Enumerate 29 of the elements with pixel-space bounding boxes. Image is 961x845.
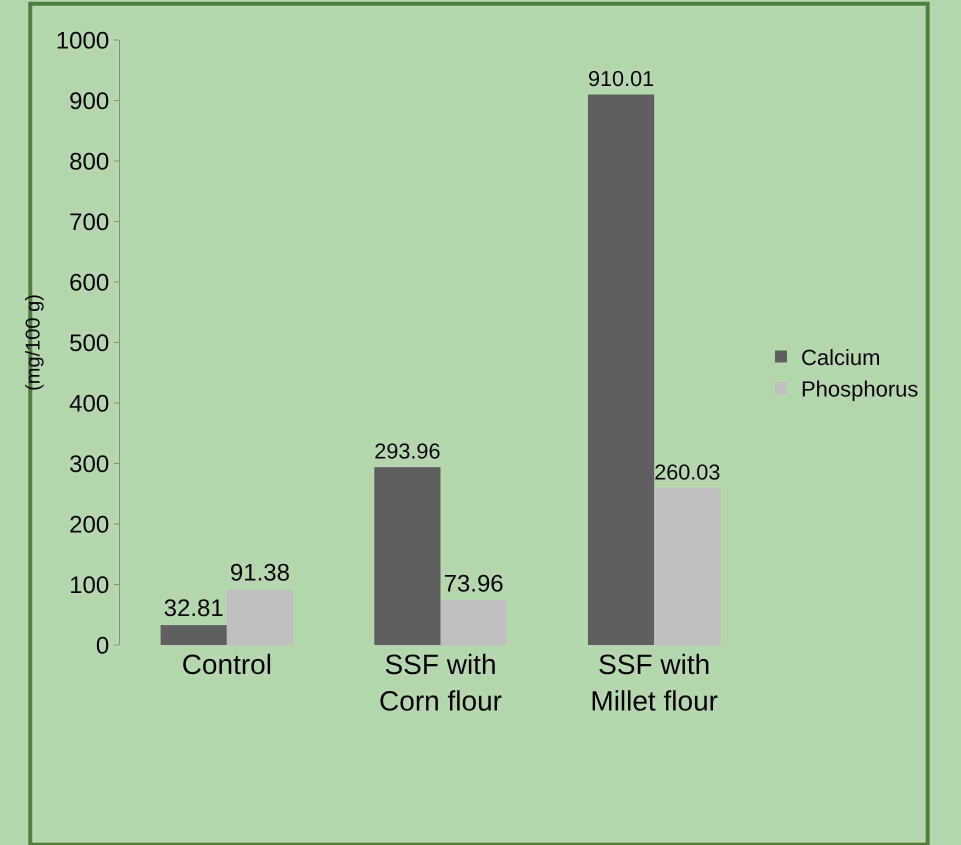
data-label: 32.81 — [164, 595, 224, 622]
bar — [160, 625, 227, 645]
x-tick-label: SSF with Millet flour — [590, 649, 718, 716]
legend-label: Phosphorus — [801, 376, 918, 402]
y-axis-title: (mg/100 g) — [22, 294, 44, 391]
y-tick-label: 600 — [69, 269, 110, 296]
y-tick-label: 0 — [96, 632, 110, 660]
y-tick-label: 100 — [69, 572, 110, 599]
x-tick-label: SSF with Corn flour — [379, 649, 502, 716]
data-label: 293.96 — [374, 438, 440, 464]
y-tick-label: 500 — [69, 330, 110, 357]
y-tick-label: 400 — [69, 390, 110, 418]
bar — [440, 600, 507, 645]
legend-label: Calcium — [801, 345, 880, 370]
y-tick-label: 800 — [69, 148, 110, 176]
bar — [588, 94, 654, 645]
data-label: 73.96 — [444, 570, 504, 598]
y-tick-label: 1000 — [56, 27, 110, 54]
y-tick-label: 300 — [69, 450, 110, 478]
bar — [374, 467, 440, 645]
data-label: 260.03 — [654, 459, 720, 484]
y-tick-label: 900 — [69, 88, 110, 115]
x-tick-label: Control — [182, 649, 272, 680]
data-label: 91.38 — [230, 560, 290, 587]
y-tick-label: 700 — [69, 208, 110, 236]
bar — [654, 488, 720, 645]
y-tick-label: 200 — [69, 511, 110, 538]
data-label: 910.01 — [588, 66, 654, 92]
bar — [226, 590, 294, 645]
